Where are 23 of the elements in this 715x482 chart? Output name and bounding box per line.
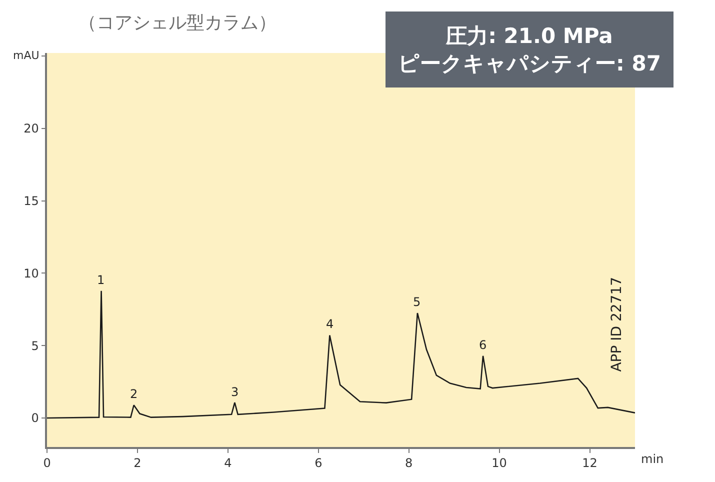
y-axis-title: mAU xyxy=(13,49,40,62)
x-tick-label: 2 xyxy=(134,456,142,470)
annotation: 4 xyxy=(326,317,334,331)
annotation: 1 xyxy=(97,273,105,287)
annotation: 6 xyxy=(479,338,487,352)
y-tick-label: 0 xyxy=(31,411,39,426)
y-tick-label: 20 xyxy=(24,122,39,136)
annotation: APP ID 22717 xyxy=(609,276,626,372)
y-tick-label: 5 xyxy=(31,338,39,353)
annotation: 2 xyxy=(130,387,138,401)
x-tick-label: 8 xyxy=(405,456,413,470)
x-axis-title: min xyxy=(641,452,664,466)
x-tick-label: 12 xyxy=(582,456,598,470)
annotation: 圧力: 21.0 MPa ピークキャパシティー: 87 xyxy=(398,24,661,76)
x-tick-label: 4 xyxy=(224,456,232,470)
y-tick-label: 15 xyxy=(24,194,39,208)
annotation: 3 xyxy=(231,385,239,399)
annotation: 5 xyxy=(413,295,421,309)
x-tick-label: 0 xyxy=(43,456,51,470)
x-tick-label: 10 xyxy=(492,456,507,470)
x-tick-label: 6 xyxy=(314,456,322,470)
chart-title: （コアシェル型カラム） xyxy=(78,12,277,34)
y-tick-label: 10 xyxy=(24,266,39,280)
